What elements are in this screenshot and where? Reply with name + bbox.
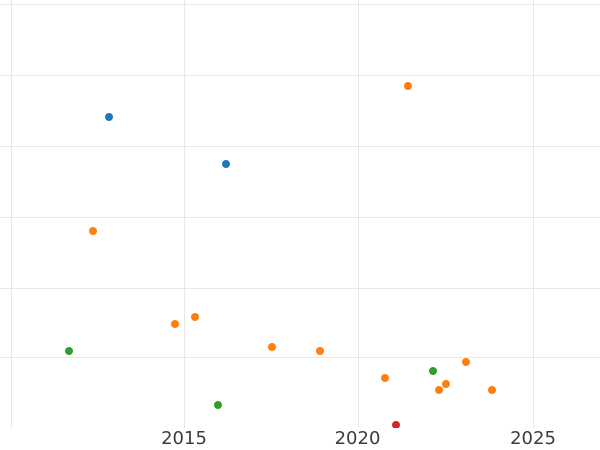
scatter-point-orange [268,343,276,351]
x-gridline [10,0,12,428]
x-gridline [184,0,185,428]
y-gridline [0,216,600,218]
x-gridline [357,0,359,428]
scatter-point-orange [462,358,470,366]
scatter-point-red [392,421,400,428]
y-gridline [0,74,600,76]
scatter-point-green [214,401,222,409]
x-tick-label: 2020 [334,428,381,449]
y-gridline [0,357,600,358]
scatter-point-blue [222,160,230,168]
scatter-point-orange [435,386,443,394]
scatter-point-green [65,347,73,355]
scatter-point-orange [191,313,199,321]
scatter-point-orange [442,380,450,388]
scatter-point-orange [316,347,324,355]
x-gridline [533,0,534,428]
y-gridline [0,145,600,147]
scatter-point-blue [105,113,113,121]
x-tick-label: 2025 [510,428,556,449]
x-axis: 2015 2020 2025 [0,428,600,450]
x-tick-label: 2015 [161,428,207,449]
y-gridline [0,3,600,5]
scatter-point-orange [89,227,97,235]
scatter-point-orange [404,82,412,90]
y-gridline [0,287,600,289]
scatter-point-orange [488,386,496,394]
scatter-point-green [429,367,437,375]
scatter-point-orange [171,320,179,328]
scatter-point-orange [381,374,389,382]
plot-area [0,0,600,428]
